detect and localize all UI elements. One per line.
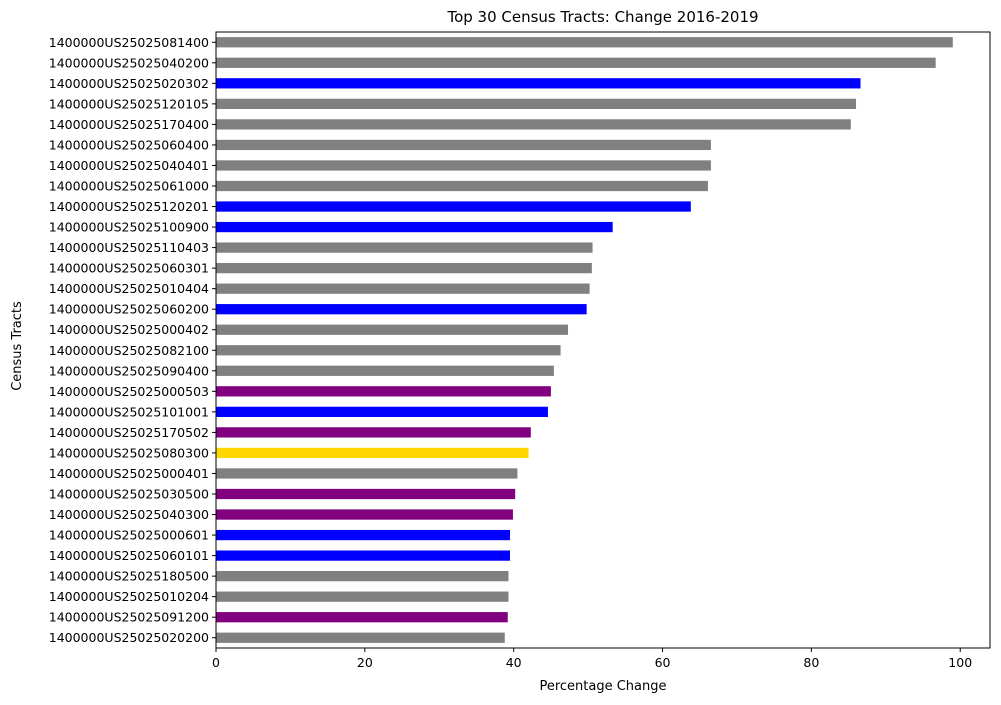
x-tick-label: 20 xyxy=(357,655,373,670)
y-tick-label: 1400000US25025060400 xyxy=(49,137,209,152)
x-tick-label: 100 xyxy=(948,655,972,670)
y-tick-label: 1400000US25025040300 xyxy=(49,507,209,522)
y-tick-label: 1400000US25025030500 xyxy=(49,487,209,502)
x-tick-label: 40 xyxy=(506,655,522,670)
bar xyxy=(216,509,513,520)
bar xyxy=(216,632,505,643)
bar xyxy=(216,571,509,582)
bar xyxy=(216,221,613,233)
y-tick-label: 1400000US25025170502 xyxy=(49,425,209,440)
bar xyxy=(216,468,518,479)
x-ticks: 0 20 40 60 80 100 xyxy=(212,648,972,670)
bar xyxy=(216,139,711,151)
y-tick-labels: 1400000US25025081400 1400000US25025040200… xyxy=(49,35,216,645)
y-tick-label: 1400000US25025000402 xyxy=(49,322,209,337)
y-tick-label: 1400000US25025010404 xyxy=(49,281,209,296)
y-tick-label: 1400000US25025120105 xyxy=(49,96,209,111)
bar xyxy=(216,242,593,253)
plot-frame xyxy=(215,31,991,649)
y-tick-label: 1400000US25025091200 xyxy=(49,610,209,625)
bar xyxy=(216,345,561,356)
bar xyxy=(216,98,857,109)
y-tick-label: 1400000US25025180500 xyxy=(49,569,209,584)
y-tick-label: 1400000US25025082100 xyxy=(49,343,209,358)
y-tick-label: 1400000US25025101001 xyxy=(49,404,209,419)
y-tick-label: 1400000US25025010204 xyxy=(49,589,209,604)
bar xyxy=(216,386,551,397)
bar xyxy=(216,488,516,500)
bar xyxy=(216,57,936,68)
bar xyxy=(216,263,592,274)
bar xyxy=(216,427,531,438)
y-tick-label: 1400000US25025110403 xyxy=(49,240,209,255)
y-tick-label: 1400000US25025120201 xyxy=(49,199,209,214)
bar xyxy=(216,37,953,48)
bar xyxy=(216,160,711,171)
x-tick-label: 60 xyxy=(655,655,671,670)
x-axis-label: Percentage Change xyxy=(539,679,666,694)
y-axis-label: Census Tracts xyxy=(10,301,25,391)
bar xyxy=(216,529,510,541)
y-tick-label: 1400000US25025080300 xyxy=(49,445,209,460)
bar xyxy=(216,612,508,623)
x-tick-label: 0 xyxy=(212,655,220,670)
y-tick-label: 1400000US25025060301 xyxy=(49,261,209,276)
y-tick-label: 1400000US25025060200 xyxy=(49,302,209,317)
y-tick-label: 1400000US25025040401 xyxy=(49,158,209,173)
bar xyxy=(216,283,590,294)
x-tick-label: 80 xyxy=(803,655,819,670)
bar xyxy=(216,201,691,212)
y-tick-label: 1400000US25025020200 xyxy=(49,630,209,645)
y-tick-label: 1400000US25025100900 xyxy=(49,220,209,235)
bar xyxy=(216,591,509,602)
y-tick-label: 1400000US25025090400 xyxy=(49,363,209,378)
bar xyxy=(216,304,587,315)
y-tick-label: 1400000US25025170400 xyxy=(49,117,209,132)
y-tick-label: 1400000US25025040200 xyxy=(49,55,209,70)
y-tick-label: 1400000US25025000601 xyxy=(49,528,209,543)
y-tick-label: 1400000US25025020302 xyxy=(49,76,209,91)
bar xyxy=(216,365,554,376)
y-tick-label: 1400000US25025000503 xyxy=(49,384,209,399)
bars-group xyxy=(216,37,953,643)
y-tick-label: 1400000US25025060101 xyxy=(49,548,209,563)
bar xyxy=(216,78,861,89)
y-tick-label: 1400000US25025081400 xyxy=(49,35,209,50)
bar xyxy=(216,406,548,417)
bar xyxy=(216,447,529,459)
chart-title: Top 30 Census Tracts: Change 2016-2019 xyxy=(446,8,758,26)
y-tick-label: 1400000US25025000401 xyxy=(49,466,209,481)
bar xyxy=(216,550,510,561)
bar xyxy=(216,180,708,192)
bar xyxy=(216,324,569,335)
bar xyxy=(216,119,851,130)
y-tick-label: 1400000US25025061000 xyxy=(49,179,209,194)
